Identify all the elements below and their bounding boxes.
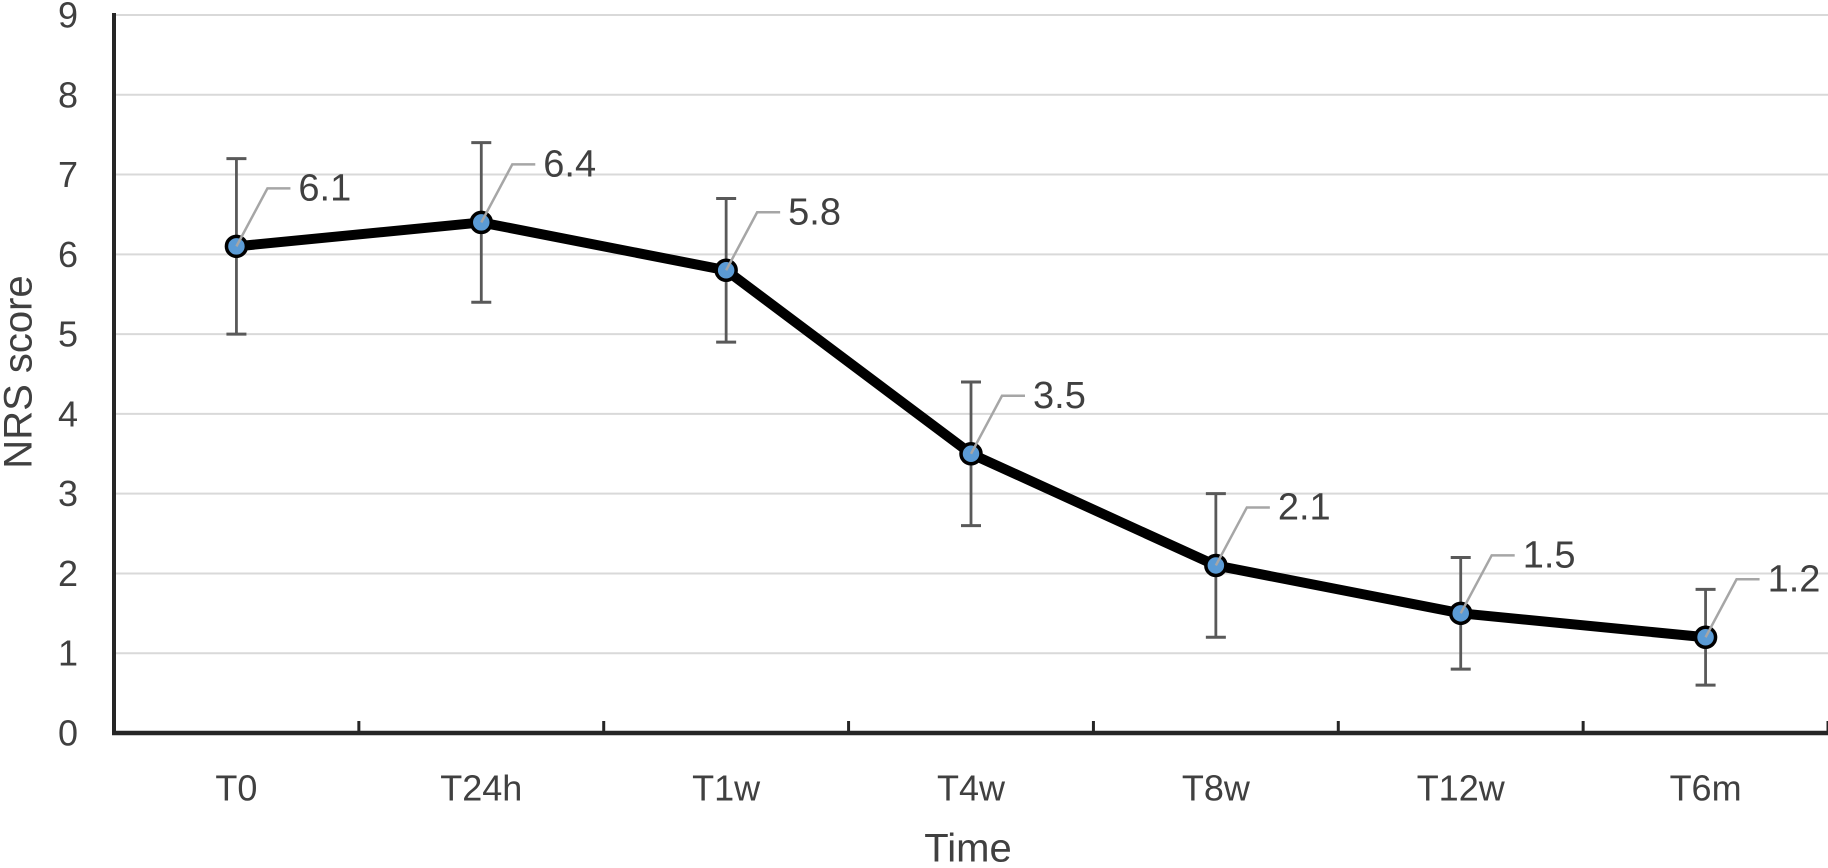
- x-tick-label: T1w: [692, 768, 761, 809]
- y-tick-label: 9: [58, 0, 78, 36]
- y-tick-label: 0: [58, 713, 78, 754]
- data-label: 1.2: [1768, 558, 1821, 600]
- y-tick-label: 3: [58, 473, 78, 514]
- data-label-leader: [480, 163, 536, 224]
- data-label-leader: [1704, 578, 1760, 638]
- data-label: 2.1: [1278, 486, 1331, 528]
- data-label-leader: [725, 211, 781, 271]
- x-tick-label: T8w: [1182, 768, 1251, 809]
- y-tick-label: 2: [58, 553, 78, 594]
- x-tick-label: T4w: [937, 768, 1006, 809]
- data-label: 1.5: [1523, 534, 1576, 576]
- y-tick-label: 5: [58, 314, 78, 355]
- x-tick-label: T0: [215, 768, 257, 809]
- y-tick-label: 7: [58, 154, 78, 195]
- x-tick-label: T24h: [440, 768, 522, 809]
- data-label-leader: [969, 394, 1025, 455]
- data-label-leader: [1459, 554, 1515, 614]
- x-tick-label: T12w: [1417, 768, 1506, 809]
- data-label: 6.1: [298, 167, 351, 209]
- y-tick-label: 1: [58, 633, 78, 674]
- x-axis-title: Time: [924, 826, 1012, 868]
- y-tick-label: 4: [58, 393, 78, 434]
- x-tick-label: T6m: [1670, 768, 1742, 809]
- data-label-leader: [235, 187, 291, 247]
- y-tick-label: 8: [58, 74, 78, 115]
- data-label-leader: [1214, 506, 1270, 567]
- y-axis-title: NRS score: [0, 275, 41, 469]
- y-tick-label: 6: [58, 234, 78, 275]
- data-label: 5.8: [788, 191, 841, 233]
- data-label: 6.4: [543, 143, 596, 185]
- data-label: 3.5: [1033, 375, 1086, 417]
